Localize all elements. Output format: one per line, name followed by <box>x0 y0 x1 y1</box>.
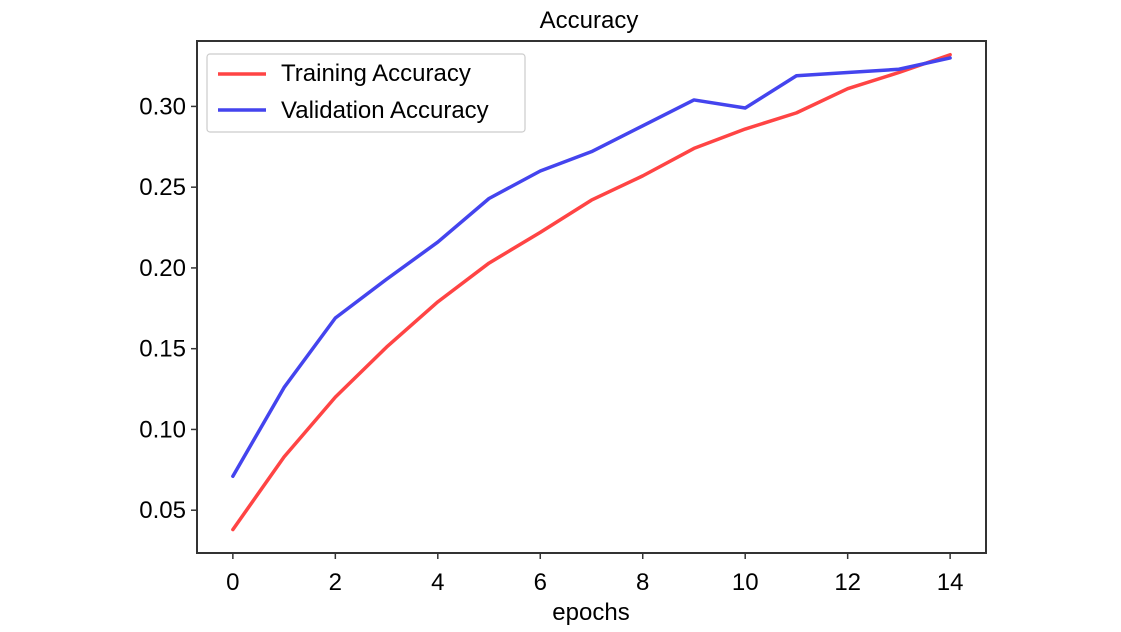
series-line-training <box>231 52 952 532</box>
legend-label-training: Training Accuracy <box>281 60 471 87</box>
x-tick-label: 14 <box>937 569 964 596</box>
y-tick-label: 0.20 <box>139 255 186 282</box>
x-tick-label: 4 <box>431 569 444 596</box>
legend-label-validation: Validation Accuracy <box>281 97 489 124</box>
x-tick-label: 12 <box>834 569 861 596</box>
series-layer <box>231 52 952 532</box>
x-tick-label: 10 <box>732 569 759 596</box>
chart-title: Accuracy <box>540 7 639 34</box>
x-axis-ticks: 0 2 4 6 8 10 12 14 <box>226 553 963 596</box>
plot-frame <box>196 40 987 554</box>
series-line-validation <box>231 56 952 479</box>
x-tick-label: 6 <box>534 569 547 596</box>
x-tick-label: 2 <box>329 569 342 596</box>
legend-box <box>206 53 526 133</box>
x-axis-label: epochs <box>552 599 629 626</box>
y-tick-label: 0.30 <box>139 93 186 120</box>
legend: Training Accuracy Validation Accuracy <box>206 53 526 133</box>
y-tick-label: 0.05 <box>139 497 186 524</box>
y-axis-ticks: 0.05 0.10 0.15 0.20 0.25 0.30 <box>139 93 197 524</box>
y-tick-label: 0.15 <box>139 336 186 363</box>
x-tick-label: 0 <box>226 569 239 596</box>
y-tick-label: 0.25 <box>139 174 186 201</box>
x-tick-label: 8 <box>636 569 649 596</box>
y-tick-label: 0.10 <box>139 416 186 443</box>
